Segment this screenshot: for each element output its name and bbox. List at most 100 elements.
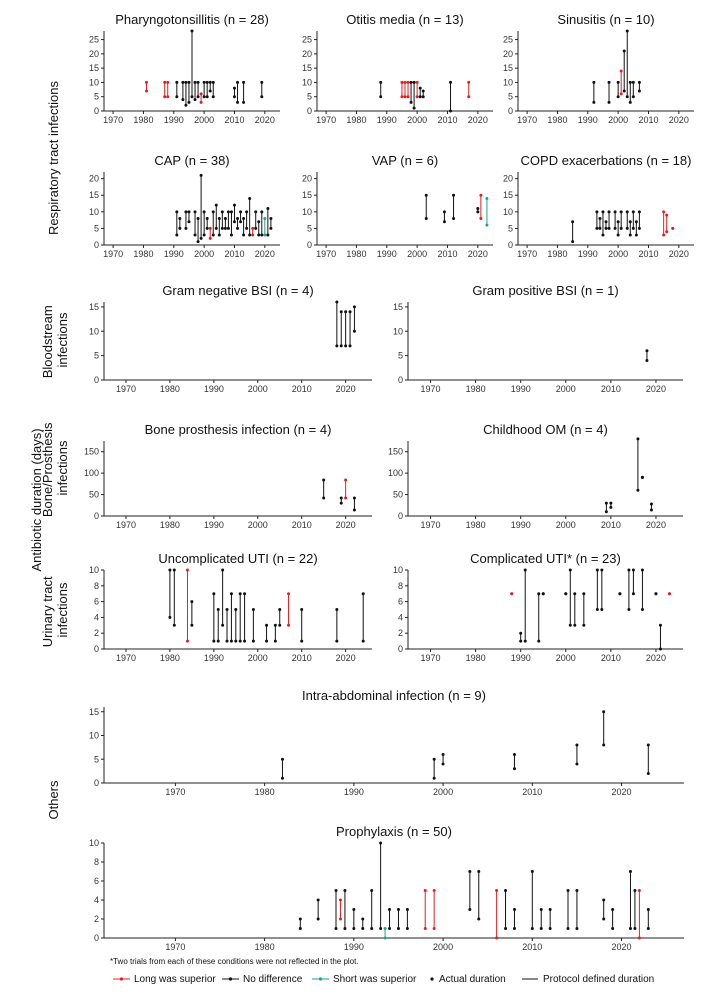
trial-low-dot xyxy=(548,927,552,930)
panel-9: Bone prosthesis infection (n = 4) 0 50 100 1… xyxy=(84,422,372,530)
trial-high-dot xyxy=(600,568,604,572)
trial-low-dot xyxy=(205,226,209,230)
y-tick-label: 5 xyxy=(508,92,513,102)
trial-mark xyxy=(441,753,445,766)
trial-high-dot xyxy=(415,80,419,84)
trial-mark xyxy=(613,210,617,230)
x-tick-label: 1970 xyxy=(517,115,537,125)
trial-mark xyxy=(424,193,428,220)
x-tick-label: 2000 xyxy=(433,787,453,797)
y-tick-label: 100 xyxy=(388,468,403,478)
trial-high-dot xyxy=(339,310,343,314)
trial-mark xyxy=(184,210,188,230)
trial-mark xyxy=(361,592,365,643)
trial-low-dot xyxy=(631,95,635,99)
trial-high-dot xyxy=(163,80,167,84)
y-tick-label: 10 xyxy=(89,207,99,217)
trial-high-dot xyxy=(601,210,605,214)
x-tick-label: 2020 xyxy=(646,653,666,663)
panel-title: Complicated UTI* (n = 23) xyxy=(470,551,621,566)
trial-mark xyxy=(379,841,383,930)
trial-high-dot xyxy=(348,310,352,314)
trial-high-dot xyxy=(628,80,632,84)
x-tick-label: 2010 xyxy=(638,115,658,125)
trial-high-dot xyxy=(564,592,568,596)
trial-high-dot xyxy=(239,210,243,214)
trial-high-dot xyxy=(266,207,270,210)
panel-title: Gram positive BSI (n = 1) xyxy=(472,283,618,298)
trial-mark xyxy=(344,478,348,500)
trial-high-dot xyxy=(172,568,176,572)
trial-mark xyxy=(190,29,194,99)
trial-high-dot xyxy=(637,889,641,892)
x-tick-label: 2010 xyxy=(292,653,312,663)
trial-low-dot xyxy=(662,233,666,237)
y-tick-label: 0 xyxy=(94,933,99,943)
trial-low-dot xyxy=(211,233,215,237)
trial-high-dot xyxy=(619,69,623,73)
y-tick-label: 25 xyxy=(89,35,99,45)
trial-high-dot xyxy=(495,889,499,892)
trial-mark xyxy=(667,592,671,596)
x-tick-label: 2000 xyxy=(407,249,427,259)
trial-high-dot xyxy=(379,841,383,845)
trial-low-dot xyxy=(352,508,356,512)
trial-low-dot xyxy=(225,639,229,643)
trial-low-dot xyxy=(571,240,575,244)
trial-high-dot xyxy=(573,592,577,596)
x-tick-label: 2000 xyxy=(556,520,576,530)
panel-10: Childhood OM (n = 4) 0 50 100 150 1970 1980 199… xyxy=(388,422,683,530)
trial-high-dot xyxy=(519,631,523,635)
trial-mark xyxy=(239,210,243,224)
trial-high-dot xyxy=(232,86,236,90)
trial-mark xyxy=(278,608,282,627)
trial-high-dot xyxy=(236,216,240,220)
legend-long-dot xyxy=(119,977,124,981)
trial-high-dot xyxy=(181,80,185,84)
trial-low-dot xyxy=(322,496,326,500)
x-tick-label: 1980 xyxy=(255,942,275,952)
trial-mark xyxy=(449,80,453,113)
trial-low-dot xyxy=(242,100,246,104)
trial-low-dot xyxy=(600,608,604,611)
trial-mark xyxy=(485,197,489,227)
y-tick-label: 0 xyxy=(94,375,99,385)
trial-high-dot xyxy=(631,210,635,214)
trial-high-dot xyxy=(636,437,640,441)
trial-low-dot xyxy=(229,233,233,237)
trial-low-dot xyxy=(400,95,404,99)
trial-low-dot xyxy=(537,639,541,643)
trial-high-dot xyxy=(667,592,671,596)
x-tick-label: 2020 xyxy=(336,520,356,530)
trial-low-dot xyxy=(388,927,392,930)
trial-high-dot xyxy=(335,300,339,304)
trial-low-dot xyxy=(442,220,446,224)
trial-mark xyxy=(229,210,233,237)
group-label-uti-line1: Urinary tract xyxy=(40,576,55,647)
trial-low-dot xyxy=(144,89,148,93)
trial-mark xyxy=(335,300,339,348)
x-tick-label: 1980 xyxy=(466,384,486,394)
trial-mark xyxy=(421,89,425,99)
trial-mark xyxy=(193,80,197,102)
trial-low-dot xyxy=(628,100,632,104)
trial-high-dot xyxy=(485,197,489,201)
trial-low-dot xyxy=(636,488,640,492)
trial-mark xyxy=(637,889,641,940)
y-tick-label: 0 xyxy=(94,106,99,116)
trial-high-dot xyxy=(452,193,456,197)
trial-mark xyxy=(243,592,247,643)
panel-5: VAP (n = 6) 0 5 10 15 20 1970 1980 1990 2000 2010 2… xyxy=(302,153,493,259)
trial-low-dot xyxy=(607,100,611,104)
trial-low-dot xyxy=(625,226,629,230)
trial-mark xyxy=(595,210,599,230)
trial-high-dot xyxy=(361,917,365,921)
trial-mark xyxy=(181,80,185,102)
trial-low-dot xyxy=(566,927,570,930)
trial-mark xyxy=(379,80,383,99)
trial-mark xyxy=(633,889,637,930)
trial-mark xyxy=(251,608,255,643)
trial-high-dot xyxy=(343,889,347,892)
panel-title: COPD exacerbations (n = 18) xyxy=(521,153,692,168)
trial-low-dot xyxy=(476,210,480,214)
